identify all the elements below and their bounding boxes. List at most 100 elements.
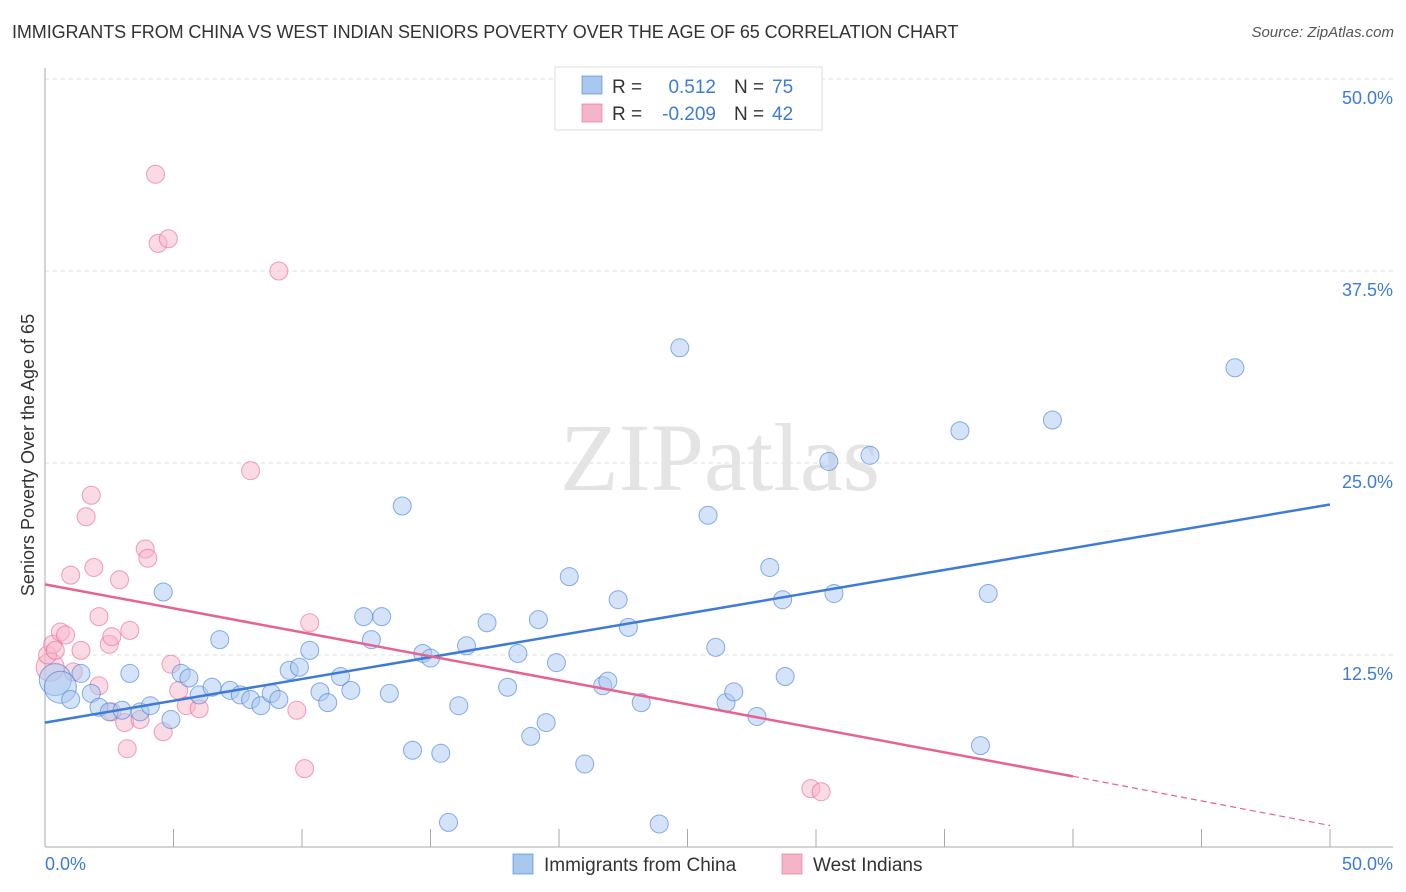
west-indians-point bbox=[61, 565, 81, 585]
trend-lines bbox=[44, 503, 1331, 827]
china-point bbox=[179, 668, 199, 688]
y-tick-label: 12.5% bbox=[1342, 664, 1393, 684]
china-point bbox=[618, 617, 638, 637]
china-point bbox=[860, 445, 880, 465]
n-value: 75 bbox=[772, 77, 793, 98]
china-point bbox=[498, 677, 518, 697]
west-indians-point bbox=[811, 782, 831, 802]
china-point bbox=[706, 637, 726, 657]
points bbox=[35, 164, 1245, 834]
west-indians-point bbox=[81, 485, 101, 505]
west-indians-point bbox=[287, 700, 307, 720]
china-point bbox=[449, 696, 469, 716]
source-label: Source: ZipAtlas.com bbox=[1251, 24, 1394, 41]
china-point bbox=[508, 643, 528, 663]
china-point bbox=[61, 690, 81, 710]
r-value: 0.512 bbox=[668, 77, 716, 98]
west-indians-point bbox=[158, 229, 178, 249]
china-point bbox=[698, 505, 718, 525]
legend-swatch-pink bbox=[581, 103, 603, 123]
x-tick-label: 0.0% bbox=[45, 854, 86, 874]
china-point bbox=[372, 607, 392, 627]
west-indians-point bbox=[269, 261, 289, 281]
y-axis-label: Seniors Poverty Over the Age of 65 bbox=[18, 314, 38, 596]
china-trend-line bbox=[44, 503, 1331, 724]
china-point bbox=[354, 607, 374, 627]
west-indians-point bbox=[84, 557, 104, 577]
west-indians-point bbox=[117, 739, 137, 759]
china-point bbox=[546, 653, 566, 673]
west-indians-point bbox=[295, 759, 315, 779]
china-point bbox=[775, 667, 795, 687]
china-point bbox=[289, 657, 309, 677]
china-point bbox=[819, 451, 839, 471]
series-legend: Immigrants from China West Indians bbox=[512, 853, 922, 876]
west-indians-point bbox=[146, 164, 166, 184]
china-point bbox=[608, 590, 628, 610]
axes bbox=[44, 68, 1393, 848]
west-indians-point bbox=[56, 625, 76, 645]
china-point bbox=[670, 338, 690, 358]
x-tick-label: 50.0% bbox=[1342, 854, 1393, 874]
china-point bbox=[392, 496, 412, 516]
legend-swatch-blue bbox=[581, 75, 603, 95]
china-point bbox=[379, 683, 399, 703]
china-point bbox=[970, 736, 990, 756]
west-indians-point bbox=[241, 461, 261, 481]
china-point bbox=[120, 663, 140, 683]
china-point bbox=[575, 754, 595, 774]
china-point bbox=[210, 630, 230, 650]
china-point bbox=[521, 726, 541, 746]
y-tick-label: 25.0% bbox=[1342, 472, 1393, 492]
china-point bbox=[978, 584, 998, 604]
legend-label-china: Immigrants from China bbox=[544, 855, 737, 876]
y-tick-label: 37.5% bbox=[1342, 280, 1393, 300]
china-point bbox=[950, 421, 970, 441]
west-indians-trend-extension bbox=[1072, 775, 1331, 827]
china-point bbox=[760, 557, 780, 577]
grid bbox=[45, 78, 1393, 656]
china-point bbox=[438, 812, 458, 832]
legend-swatch-china bbox=[512, 853, 534, 875]
r-label: R = bbox=[612, 104, 642, 125]
west-indians-point bbox=[76, 507, 96, 527]
y-tick-label: 50.0% bbox=[1342, 88, 1393, 108]
china-point bbox=[528, 610, 548, 630]
china-point bbox=[536, 713, 556, 733]
legend-label-west-indians: West Indians bbox=[813, 855, 922, 876]
china-point bbox=[477, 613, 497, 633]
china-point bbox=[724, 682, 744, 702]
china-point bbox=[318, 693, 338, 713]
west-indians-point bbox=[71, 640, 91, 660]
west-indians-point bbox=[120, 620, 140, 640]
west-indians-trend-line bbox=[44, 583, 1074, 778]
west-indians-point bbox=[110, 570, 130, 590]
china-point bbox=[71, 663, 91, 683]
china-point bbox=[269, 690, 289, 710]
china-point bbox=[403, 740, 423, 760]
chart-title: IMMIGRANTS FROM CHINA VS WEST INDIAN SEN… bbox=[12, 22, 959, 42]
china-point bbox=[161, 710, 181, 730]
west-indians-point bbox=[138, 548, 158, 568]
west-indians-point bbox=[102, 627, 122, 647]
n-value: 42 bbox=[772, 104, 793, 125]
stats-legend: R = 0.512 N = 75 R = -0.209 N = 42 bbox=[554, 66, 823, 131]
china-point bbox=[431, 743, 451, 763]
west-indians-point bbox=[300, 613, 320, 633]
r-label: R = bbox=[612, 77, 642, 98]
china-point bbox=[1042, 410, 1062, 430]
west-indians-point bbox=[45, 640, 65, 660]
china-point bbox=[559, 567, 579, 587]
r-value: -0.209 bbox=[662, 104, 716, 125]
n-label: N = bbox=[734, 77, 764, 98]
china-point bbox=[153, 582, 173, 602]
china-point bbox=[631, 693, 651, 713]
china-point bbox=[341, 680, 361, 700]
china-point bbox=[1225, 358, 1245, 378]
china-point bbox=[300, 640, 320, 660]
west-indians-point bbox=[89, 607, 109, 627]
china-point bbox=[649, 814, 669, 834]
n-label: N = bbox=[734, 104, 764, 125]
china-point bbox=[251, 696, 271, 716]
